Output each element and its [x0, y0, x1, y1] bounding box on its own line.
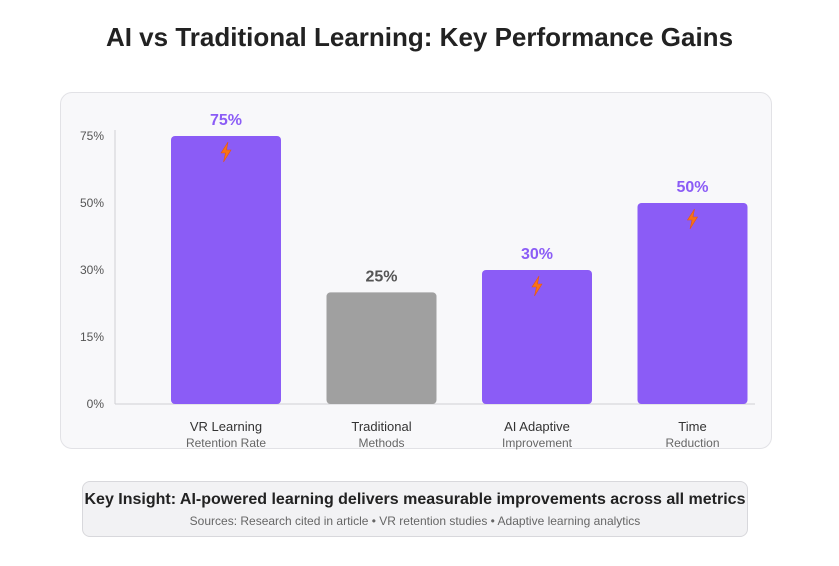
x-category-label: VR Learning: [190, 419, 262, 434]
y-tick-label: 50%: [80, 196, 104, 210]
y-tick-label: 75%: [80, 129, 104, 143]
lightning-icon: [220, 141, 232, 163]
y-tick-label: 0%: [87, 397, 105, 411]
key-insight-text: Key Insight: AI-powered learning deliver…: [84, 491, 746, 508]
bar: [637, 203, 748, 404]
x-subcategory-label: Methods: [358, 436, 404, 450]
key-insight-box: Key Insight: AI-powered learning deliver…: [82, 481, 748, 537]
x-category-label: AI Adaptive: [504, 419, 570, 434]
bar-value-label: 75%: [210, 112, 242, 129]
bar-value-label: 50%: [676, 179, 708, 196]
lightning-icon: [686, 208, 699, 230]
y-tick-label: 30%: [80, 263, 104, 277]
bar: [171, 136, 281, 404]
bar: [482, 270, 592, 404]
lightning-icon: [531, 275, 543, 297]
x-category-label: Traditional: [351, 419, 411, 434]
y-tick-label: 15%: [80, 330, 104, 344]
sources-text: Sources: Research cited in article • VR …: [189, 514, 641, 528]
bar-chart: 0% 15% 30% 50% 75% 75% VR Learning Retention Ra…: [80, 112, 755, 450]
bar-value-label: 30%: [521, 246, 553, 263]
page-title: AI vs Traditional Learning: Key Performa…: [105, 22, 734, 52]
x-subcategory-label: Retention Rate: [186, 436, 266, 450]
x-subcategory-label: Improvement: [502, 436, 573, 450]
x-subcategory-label: Reduction: [665, 436, 719, 450]
x-category-label: Time: [678, 419, 706, 434]
bar-value-label: 25%: [365, 268, 397, 285]
bar: [326, 292, 437, 404]
